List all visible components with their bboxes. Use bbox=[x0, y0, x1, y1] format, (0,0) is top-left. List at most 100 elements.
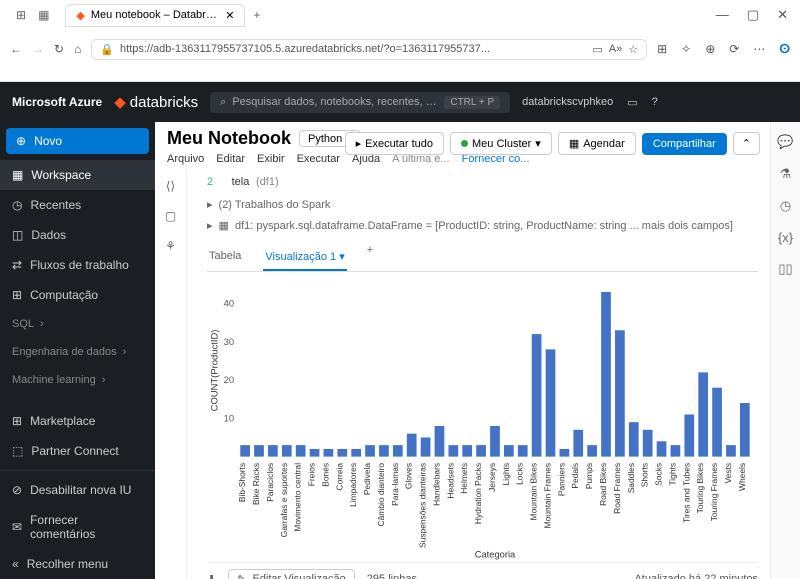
svg-text:Correia: Correia bbox=[334, 463, 344, 491]
sidebar-section-sql[interactable]: SQL› bbox=[0, 310, 155, 338]
more-button[interactable]: ⌃ bbox=[733, 132, 760, 155]
tab-table[interactable]: Tabela bbox=[207, 244, 243, 271]
cluster-selector[interactable]: Meu Cluster▾ bbox=[450, 132, 552, 155]
nav-refresh-icon[interactable]: ↻ bbox=[54, 42, 64, 56]
svg-text:Socks: Socks bbox=[654, 463, 664, 486]
svg-text:30: 30 bbox=[224, 336, 234, 347]
menu-executar[interactable]: Executar bbox=[297, 153, 340, 165]
browser-chrome: ⊞ ▦ ◆ Meu notebook – Databricks ✕ + — ▢ … bbox=[0, 0, 800, 82]
svg-text:Tights: Tights bbox=[667, 463, 677, 486]
sync-icon[interactable]: ⟳ bbox=[729, 42, 739, 56]
svg-text:40: 40 bbox=[224, 298, 234, 309]
help-icon[interactable]: ? bbox=[652, 96, 658, 108]
more-icon[interactable]: ⋯ bbox=[753, 42, 765, 56]
svg-text:Para-lamas: Para-lamas bbox=[390, 463, 400, 506]
updated-time: Atualizado há 22 minutos bbox=[634, 573, 758, 579]
sidebar-section-ml[interactable]: Machine learning› bbox=[0, 366, 155, 394]
sidebar-item-workspace[interactable]: ▦ Workspace bbox=[0, 160, 155, 190]
nav-home-icon[interactable]: ⌂ bbox=[74, 42, 81, 56]
folder-icon[interactable]: ▢ bbox=[165, 209, 176, 223]
menu-arquivo[interactable]: Arquivo bbox=[167, 153, 204, 165]
comments-icon[interactable]: 💬 bbox=[777, 134, 793, 150]
svg-text:Categoria: Categoria bbox=[475, 548, 516, 559]
search-input[interactable]: ⌕ Pesquisar dados, notebooks, recentes, … bbox=[210, 92, 510, 113]
new-tab-button[interactable]: + bbox=[253, 8, 260, 22]
edit-viz-button[interactable]: ✎Editar Visualização bbox=[228, 569, 355, 579]
sidebar-marketplace[interactable]: ⊞Marketplace bbox=[0, 406, 155, 436]
window-minimize[interactable]: — bbox=[716, 7, 729, 23]
stats-icon[interactable]: ▯▯ bbox=[778, 261, 792, 277]
svg-text:Road Frames: Road Frames bbox=[612, 463, 622, 514]
address-bar[interactable]: 🔒 https://adb-1363117955737105.5.azureda… bbox=[91, 39, 647, 60]
svg-text:10: 10 bbox=[224, 412, 234, 423]
svg-text:COUNT(ProductID): COUNT(ProductID) bbox=[208, 330, 219, 412]
gift-icon[interactable]: ▭ bbox=[627, 96, 637, 109]
run-all-button[interactable]: ▸Executar tudo bbox=[345, 132, 444, 155]
menu-exibir[interactable]: Exibir bbox=[257, 153, 285, 165]
row-count: 295 linhas bbox=[367, 573, 417, 579]
dataframe-info[interactable]: ▸▦df1: pyspark.sql.dataframe.DataFrame =… bbox=[207, 219, 758, 232]
variables-icon[interactable]: {x} bbox=[778, 230, 793, 245]
svg-text:Locks: Locks bbox=[515, 463, 525, 485]
window-maximize[interactable]: ▢ bbox=[747, 7, 759, 23]
svg-text:Saddles: Saddles bbox=[626, 463, 636, 493]
sidebar-item-compute[interactable]: ⊞ Computação bbox=[0, 280, 155, 310]
notebook-title[interactable]: Meu Notebook bbox=[167, 128, 291, 149]
right-rail: 💬 ⚗ ◷ {x} ▯▯ bbox=[770, 122, 800, 579]
menu-editar[interactable]: Editar bbox=[216, 153, 245, 165]
pencil-icon: ✎ bbox=[237, 573, 246, 579]
workspace-name[interactable]: databrickscvphkeo bbox=[522, 96, 613, 108]
schedule-button[interactable]: ▦Agendar bbox=[558, 132, 636, 155]
collections-icon[interactable]: ⊕ bbox=[705, 42, 715, 56]
svg-text:Helmets: Helmets bbox=[459, 463, 469, 494]
svg-text:Vests: Vests bbox=[723, 463, 733, 484]
sidebar-collapse[interactable]: «Recolher menu bbox=[0, 549, 155, 579]
copilot-icon[interactable]: ⵙ bbox=[779, 42, 790, 56]
nav-back-icon[interactable]: ← bbox=[10, 42, 22, 56]
read-aloud-icon[interactable]: A» bbox=[609, 43, 622, 55]
svg-text:Hydration Packs: Hydration Packs bbox=[473, 463, 483, 524]
plus-icon: ⊕ bbox=[16, 134, 26, 148]
reader-icon[interactable]: ▭ bbox=[592, 43, 602, 56]
schema-icon[interactable]: ⚘ bbox=[165, 239, 176, 253]
svg-text:Limpadores: Limpadores bbox=[348, 463, 358, 507]
browser-tab[interactable]: ◆ Meu notebook – Databricks ✕ bbox=[65, 4, 245, 27]
experiments-icon[interactable]: ⚗ bbox=[780, 166, 792, 182]
sidebar-item-data[interactable]: ◫ Dados bbox=[0, 220, 155, 250]
download-icon[interactable]: ⬇ bbox=[207, 573, 216, 579]
tab-visualization[interactable]: Visualização 1 ▾ bbox=[263, 244, 346, 271]
databricks-logo[interactable]: ◆ databricks bbox=[114, 93, 198, 111]
code-line: 2 tela (df1) bbox=[207, 175, 758, 188]
star-icon[interactable]: ☆ bbox=[628, 43, 638, 56]
spark-jobs-toggle[interactable]: ▸(2) Trabalhos do Spark bbox=[207, 198, 758, 211]
window-close[interactable]: ✕ bbox=[777, 7, 788, 23]
sidebar-disable-ui[interactable]: ⊘Desabilitar nova IU bbox=[0, 475, 155, 505]
sidebar-item-recents[interactable]: ◷ Recentes bbox=[0, 190, 155, 220]
svg-text:Freios: Freios bbox=[307, 463, 317, 486]
nav-forward-icon: → bbox=[32, 42, 44, 56]
azure-logo: Microsoft Azure bbox=[12, 95, 102, 109]
share-button[interactable]: Compartilhar bbox=[642, 133, 727, 155]
compute-icon: ⊞ bbox=[12, 288, 22, 302]
svg-text:Pedals: Pedals bbox=[570, 463, 580, 489]
svg-text:Paraciclos: Paraciclos bbox=[265, 463, 275, 502]
sidebar-feedback[interactable]: ✉Fornecer comentários bbox=[0, 505, 155, 549]
new-button[interactable]: ⊕ Novo bbox=[6, 128, 149, 154]
extension-icon[interactable]: ⊞ bbox=[657, 42, 667, 56]
collapse-icon[interactable]: ⟨⟩ bbox=[166, 179, 175, 193]
status-dot-icon bbox=[461, 140, 468, 147]
sidebar-item-workflows[interactable]: ⇄ Fluxos de trabalho bbox=[0, 250, 155, 280]
add-viz-button[interactable]: + bbox=[367, 244, 373, 271]
tab-overview-icon[interactable]: ▦ bbox=[38, 8, 49, 22]
svg-text:20: 20 bbox=[224, 374, 234, 385]
favorites-icon[interactable]: ✧ bbox=[681, 42, 691, 56]
search-kbd: CTRL + P bbox=[444, 96, 500, 109]
svg-text:Panniers: Panniers bbox=[556, 463, 566, 496]
sidebar-partner[interactable]: ⬚Partner Connect bbox=[0, 436, 155, 466]
workspace-icon[interactable]: ⊞ bbox=[16, 8, 26, 22]
sidebar-section-de[interactable]: Engenharia de dados› bbox=[0, 338, 155, 366]
search-placeholder: Pesquisar dados, notebooks, recentes, en… bbox=[232, 96, 438, 108]
svg-text:Lights: Lights bbox=[501, 463, 511, 485]
history-icon[interactable]: ◷ bbox=[780, 198, 791, 214]
close-tab-icon[interactable]: ✕ bbox=[225, 9, 234, 22]
